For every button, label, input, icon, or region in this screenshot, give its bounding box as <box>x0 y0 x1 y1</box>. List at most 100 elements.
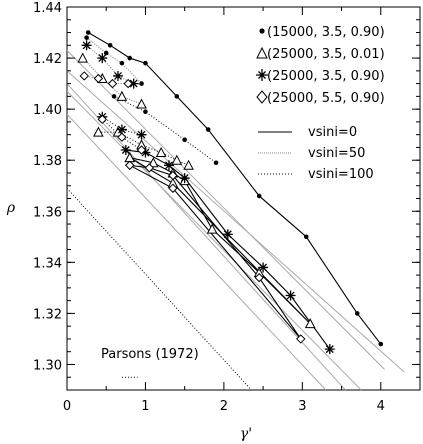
data-point-star-6-4 <box>222 229 233 240</box>
legend-label-vsini-50: vsini=50 <box>308 146 365 161</box>
data-point-star-7-3 <box>128 78 139 89</box>
data-point-star-6-5 <box>258 262 269 273</box>
data-point-star-6-3 <box>179 173 190 184</box>
legend-entry-dot: (15000, 3.5, 0.90) <box>259 25 385 40</box>
data-point-diamond-11-2 <box>136 145 147 155</box>
data-point-dot-0-7 <box>303 234 309 240</box>
series-line-0 <box>87 32 382 345</box>
reference-line-3 <box>66 90 362 391</box>
y-tick-label-0: 1.30 <box>33 358 62 373</box>
data-point-star-7-2 <box>112 70 123 81</box>
data-point-dot-2-2 <box>182 137 187 143</box>
data-point-dot-0-8 <box>354 311 360 316</box>
legend-label-triangle: (25000, 3.5, 0.01) <box>267 47 385 62</box>
legend-label-star: (25000, 3.5, 0.90) <box>267 69 385 84</box>
data-point-triangle-3-1 <box>147 157 159 168</box>
data-point-dot-0-3 <box>143 60 148 66</box>
line-legend: vsini=0 vsini=50 vsini=100 <box>258 125 374 182</box>
data-point-diamond-9-2 <box>168 170 178 181</box>
x-axis-label: γ' <box>240 426 252 442</box>
series-line-2 <box>113 95 217 164</box>
data-point-triangle-4-2 <box>116 90 128 101</box>
data-point-triangle-5-5 <box>183 159 194 170</box>
data-point-triangle-5-3 <box>155 146 167 158</box>
legend-dot-marker <box>259 28 265 34</box>
data-point-dot-0-1 <box>107 43 113 48</box>
series-line-11 <box>101 118 142 151</box>
legend-star-marker <box>256 69 268 81</box>
data-point-star-7-1 <box>97 53 108 64</box>
legend-label-dot: (15000, 3.5, 0.90) <box>267 25 385 40</box>
x-tick-label-0: 0 <box>63 399 71 414</box>
data-point-dot-2-3 <box>213 160 219 166</box>
legend-label-vsini-100: vsini=100 <box>308 167 374 182</box>
data-point-star-6-1 <box>140 147 151 158</box>
data-point-diamond-9-3 <box>254 272 264 283</box>
y-axis-label: ρ <box>6 200 16 216</box>
series-line-1 <box>86 37 142 84</box>
legend-diamond-marker <box>256 90 268 104</box>
legend-entry-diamond: (25000, 5.5, 0.90) <box>256 90 385 106</box>
data-point-dot-1-3 <box>139 81 144 86</box>
series-line-6 <box>125 149 331 350</box>
data-point-diamond-10-1 <box>93 73 104 84</box>
data-point-dot-1-2 <box>119 60 125 66</box>
legend-entry-triangle: (25000, 3.5, 0.01) <box>256 46 385 62</box>
reference-line-4 <box>66 113 327 391</box>
plot-frame <box>66 6 421 391</box>
data-markers <box>77 30 384 355</box>
reference-lines <box>66 50 405 391</box>
legend-label-diamond: (25000, 5.5, 0.90) <box>267 91 385 106</box>
data-point-dot-0-4 <box>174 94 180 99</box>
data-point-triangle-3-4 <box>206 223 218 234</box>
data-point-dot-0-2 <box>127 55 133 61</box>
y-tick-label-4: 1.38 <box>33 154 62 169</box>
data-point-dot-0-0 <box>85 30 91 35</box>
data-point-triangle-3-8 <box>124 152 136 163</box>
data-point-diamond-9-5 <box>168 183 178 193</box>
data-point-triangle-4-3 <box>136 98 147 109</box>
parsons-annotation: Parsons (1972) <box>101 347 199 362</box>
series-line-4 <box>82 57 142 105</box>
reference-line-1 <box>66 70 405 373</box>
marker-legend: (15000, 3.5, 0.90) (25000, 3.5, 0.01) (2… <box>256 25 385 106</box>
x-tick-label-2: 2 <box>220 399 228 414</box>
data-point-star-6-7 <box>324 344 335 355</box>
data-point-diamond-9-1 <box>144 163 155 173</box>
data-point-dot-0-9 <box>378 341 384 347</box>
x-tick-label-4: 4 <box>377 399 385 414</box>
data-point-dot-1-1 <box>103 50 109 56</box>
y-tick-label-3: 1.36 <box>33 205 62 220</box>
y-tick-label-5: 1.40 <box>33 103 62 118</box>
data-point-dot-1-0 <box>84 35 89 40</box>
data-point-triangle-3-6 <box>304 318 316 329</box>
data-point-diamond-10-2 <box>107 78 118 89</box>
data-point-diamond-11-1 <box>117 132 127 142</box>
data-point-diamond-11-0 <box>97 114 108 125</box>
y-tick-label-6: 1.42 <box>33 52 62 67</box>
reference-line-5 <box>66 187 252 391</box>
data-point-star-8-1 <box>116 124 127 135</box>
data-point-star-7-0 <box>81 40 92 51</box>
data-point-diamond-9-4 <box>296 334 306 344</box>
legend-label-vsini-0: vsini=0 <box>308 125 357 140</box>
data-point-dot-0-5 <box>205 127 211 132</box>
legend-triangle-marker <box>256 46 268 59</box>
y-tick-label-2: 1.34 <box>33 256 62 271</box>
data-point-star-6-0 <box>120 144 131 155</box>
data-point-star-6-2 <box>163 160 174 171</box>
axis-tick-labels: 0 1 2 3 4 1.30 1.32 1.34 1.36 1.38 1.40 1.42 1.44 <box>33 1 385 414</box>
x-tick-label-1: 1 <box>141 399 149 414</box>
data-point-dot-0-6 <box>256 193 262 199</box>
data-point-star-8-2 <box>136 129 147 140</box>
x-tick-label-3: 3 <box>298 399 306 414</box>
data-point-triangle-4-0 <box>77 52 89 63</box>
data-point-triangle-5-0 <box>93 126 104 137</box>
data-point-diamond-9-6 <box>125 160 135 171</box>
axis-ticks <box>66 6 420 390</box>
data-point-dot-2-0 <box>111 94 117 99</box>
y-tick-label-7: 1.44 <box>33 1 62 16</box>
data-point-diamond-10-0 <box>79 71 89 81</box>
data-point-triangle-5-4 <box>171 154 183 165</box>
